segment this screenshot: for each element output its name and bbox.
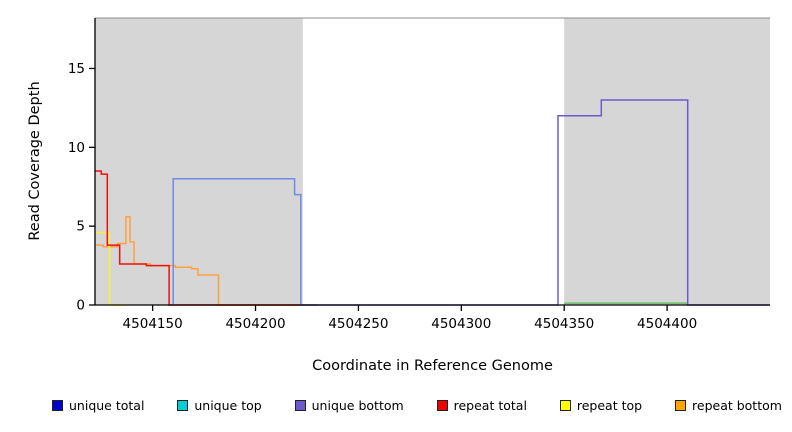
legend-item-repeat-total: repeat total: [436, 398, 527, 413]
legend-label: unique total: [69, 398, 145, 413]
legend-swatch-icon: [52, 400, 63, 411]
x-tick-label: 4504200: [225, 316, 285, 332]
coverage-chart: 4504150 4504200 4504250 4504300 4504350 45044…: [68, 17, 770, 332]
legend-swatch-icon: [436, 400, 448, 411]
y-tick-label: 5: [76, 219, 85, 235]
series-unique-bottom: [302, 99, 770, 306]
x-tick-label: 4504350: [534, 316, 594, 332]
legend-label: repeat top: [576, 398, 643, 413]
legend-swatch-icon: [675, 400, 687, 411]
legend-swatch-icon: [294, 400, 306, 411]
legend-label: repeat total: [453, 398, 527, 413]
legend-item-repeat-bottom: repeat bottom: [675, 398, 782, 413]
legend-item-unique-total: unique total: [52, 398, 144, 413]
legend-label: unique top: [194, 398, 262, 413]
y-tick-label: 10: [68, 140, 85, 156]
legend-swatch-icon: [559, 400, 571, 411]
legend-item-repeat-top: repeat top: [559, 398, 643, 413]
repeat-region-shading: [564, 18, 770, 305]
repeat-region-shading: [95, 18, 303, 305]
x-tick-label: 4504150: [123, 316, 183, 332]
x-tick-label: 4504300: [431, 316, 491, 332]
x-tick-label: 4504250: [328, 316, 388, 332]
x-axis-title: Coordinate in Reference Genome: [312, 358, 553, 374]
legend-swatch-icon: [177, 400, 189, 411]
y-tick-label: 15: [68, 61, 85, 77]
legend-label: unique bottom: [311, 398, 404, 413]
series-repeat-total: [95, 170, 303, 306]
y-axis-title: Read Coverage Depth: [27, 81, 43, 241]
legend-item-unique-top: unique top: [177, 398, 262, 413]
y-tick-label: 0: [76, 298, 85, 314]
x-tick-label: 4504400: [637, 316, 697, 332]
legend-item-unique-bottom: unique bottom: [294, 398, 404, 413]
legend: unique total unique top unique bottom repea…: [52, 398, 782, 413]
legend-label: repeat bottom: [692, 398, 782, 413]
